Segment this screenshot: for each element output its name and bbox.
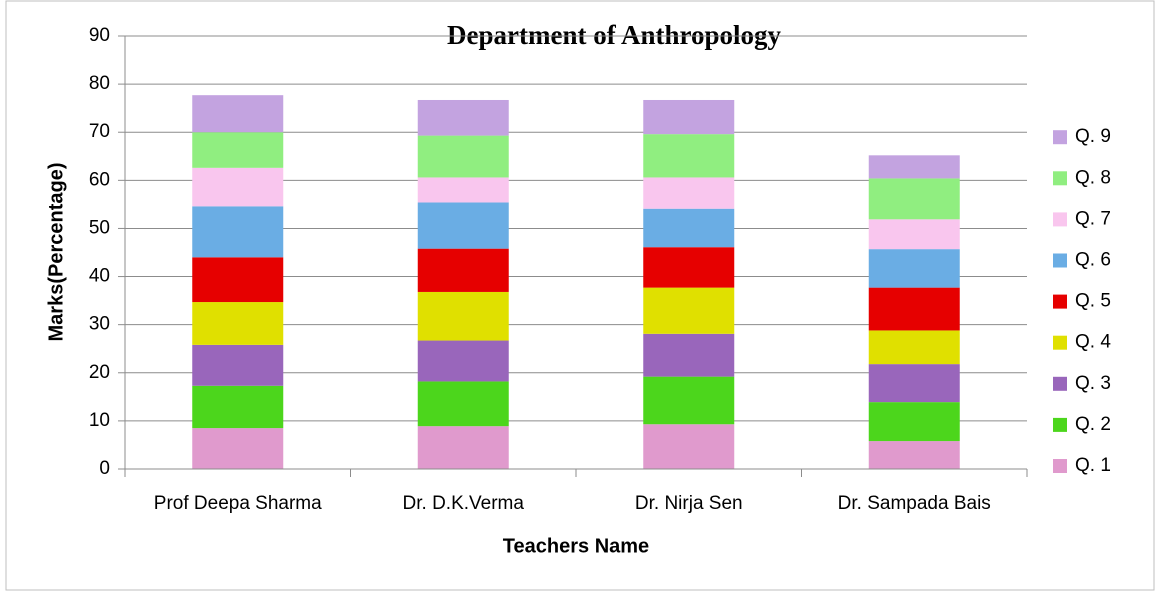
legend-swatch — [1053, 253, 1067, 268]
legend-swatch — [1053, 417, 1067, 432]
bar-segment — [192, 95, 284, 133]
bar-segment — [417, 340, 509, 382]
bar-segment — [643, 99, 735, 135]
y-tick-label: 50 — [89, 217, 110, 238]
bar-segment — [643, 247, 735, 288]
y-tick-label: 80 — [89, 73, 110, 94]
bar-segment — [417, 291, 509, 341]
bar-segment — [192, 257, 284, 303]
bar-segment — [417, 99, 509, 136]
bar-segment — [643, 376, 735, 425]
legend-label: Q. 1 — [1075, 455, 1111, 476]
bar-segment — [192, 428, 284, 469]
legend-label: Q. 7 — [1075, 208, 1111, 229]
legend-swatch — [1053, 335, 1067, 350]
y-tick-label: 40 — [89, 266, 110, 287]
bar-segment — [868, 330, 960, 365]
y-tick-label: 60 — [89, 169, 110, 190]
legend-label: Q. 8 — [1075, 167, 1111, 188]
bar-segment — [643, 424, 735, 469]
bar-segment — [192, 302, 284, 345]
x-tick-label: Dr. Sampada Bais — [838, 493, 991, 514]
bar-segment — [868, 402, 960, 442]
y-tick-label: 30 — [89, 314, 110, 335]
bar-segment — [643, 177, 735, 209]
bar-segment — [417, 177, 509, 203]
legend-label: Q. 4 — [1075, 332, 1111, 353]
x-tick-label: Prof Deepa Sharma — [154, 493, 322, 514]
legend-label: Q. 9 — [1075, 126, 1111, 147]
bar-segment — [417, 135, 509, 178]
bar-segment — [868, 219, 960, 250]
y-tick-label: 0 — [99, 458, 110, 479]
bar-segment — [868, 364, 960, 403]
bar-segment — [643, 208, 735, 248]
bar-segment — [417, 248, 509, 292]
bar-segment — [868, 441, 960, 469]
legend-swatch — [1053, 459, 1067, 473]
legend-label: Q. 3 — [1075, 373, 1111, 394]
bar-segment — [192, 344, 284, 386]
bar-segment — [192, 132, 284, 168]
bar-segment — [868, 155, 960, 179]
bar-segment — [868, 287, 960, 331]
chart-title: Department of Anthropology — [447, 20, 781, 50]
bar-segment — [192, 206, 284, 258]
y-tick-label: 90 — [89, 25, 110, 46]
bar-segment — [868, 249, 960, 288]
legend-swatch — [1053, 294, 1067, 309]
x-tick-label: Dr. D.K.Verma — [403, 493, 525, 514]
bar-segment — [643, 134, 735, 178]
x-tick-label: Dr. Nirja Sen — [635, 493, 743, 514]
legend-label: Q. 5 — [1075, 291, 1111, 312]
bar-segment — [192, 167, 284, 207]
y-tick-label: 70 — [89, 121, 110, 142]
x-axis-title: Teachers Name — [503, 535, 649, 557]
legend-swatch — [1053, 130, 1067, 145]
legend-swatch — [1053, 376, 1067, 391]
legend-label: Q. 2 — [1075, 414, 1111, 435]
legend-label: Q. 6 — [1075, 250, 1111, 271]
bar-segment — [417, 426, 509, 469]
bar-segment — [417, 381, 509, 427]
y-axis-title: Marks(Percentage) — [45, 163, 67, 342]
legend-swatch — [1053, 212, 1067, 227]
bar-segment — [643, 333, 735, 377]
bar-segment — [643, 287, 735, 334]
bar-segment — [192, 385, 284, 429]
y-tick-label: 20 — [89, 362, 110, 383]
y-tick-label: 10 — [89, 410, 110, 431]
bar-segment — [868, 178, 960, 220]
bar-segment — [417, 202, 509, 249]
legend-swatch — [1053, 171, 1067, 186]
